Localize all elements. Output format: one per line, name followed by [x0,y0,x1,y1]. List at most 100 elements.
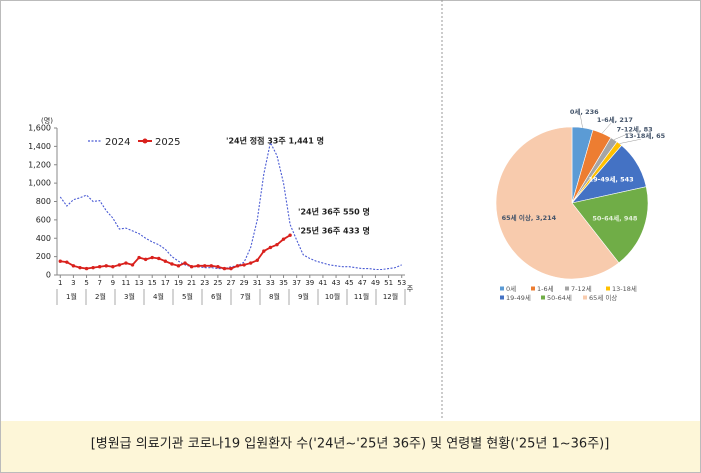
x-unit: 주 [407,285,414,293]
x-tick-label: 53 [397,279,406,287]
x-tick-label: 31 [253,279,262,287]
slice-label: 1-6세, 217 [597,115,633,124]
point [111,265,115,269]
point [288,233,292,237]
legend-label: 50-64세 [547,293,572,302]
point [163,259,168,263]
x-tick-label: 9 [111,279,115,287]
x-tick-label: 1 [58,279,62,287]
month-label: 3월 [124,292,135,301]
point [150,255,154,260]
slice-label: 0세, 236 [570,107,599,116]
caption-band [1,421,700,472]
point [97,265,102,269]
point [104,264,108,268]
month-label: 2월 [95,292,106,301]
point [275,242,279,247]
point [71,264,76,268]
point [248,261,253,265]
x-tick-label: 7 [97,279,101,287]
legend-marker [142,138,148,144]
x-tick-label: 49 [371,279,380,287]
point [65,260,69,264]
point [189,265,194,269]
pie-slice [495,126,620,280]
point [209,264,214,268]
point [262,249,266,253]
month-label: 4월 [153,292,164,301]
point [78,265,82,270]
point [229,266,233,271]
legend-label: 13-18세 [612,284,637,293]
y-tick-label: 1,400 [28,142,51,151]
legend-label: 19-49세 [506,293,531,302]
point [143,257,148,262]
month-label: 12월 [383,292,398,301]
month-label: 9월 [298,292,309,301]
annotation: '24년 36주 550 명 [298,207,370,217]
point [176,264,181,268]
y-tick-label: 600 [36,215,51,224]
y-unit: (명) [41,116,53,125]
point [117,263,122,267]
x-tick-label: 13 [135,279,144,287]
legend-label: 65세 이상 [589,293,617,302]
month-label: 6월 [211,292,222,301]
legend-label: 1-6세 [537,284,554,293]
point [157,256,161,261]
month-label: 11월 [354,292,369,301]
x-tick-label: 3 [71,279,75,287]
annotation: '24년 정점 33주 1,441 명 [226,136,324,146]
legend-swatch [541,295,545,300]
legend-swatch [500,286,504,291]
leader-line [619,138,641,144]
x-tick-label: 27 [227,279,236,287]
y-tick-label: 800 [36,197,51,206]
point [58,259,62,263]
legend-label: 2025 [155,137,180,148]
x-tick-label: 41 [318,279,327,287]
leader-line [580,114,583,128]
x-tick-label: 17 [161,279,170,287]
point [203,264,207,268]
month-label: 7월 [240,292,251,301]
x-tick-label: 29 [240,279,249,287]
point [130,263,135,267]
y-tick-label: 1,600 [28,124,51,133]
x-tick-label: 35 [279,279,288,287]
x-tick-label: 33 [266,279,275,287]
x-tick-label: 15 [148,279,157,287]
y-tick-label: 200 [36,252,51,261]
pie-slice [571,186,649,264]
point [183,261,187,265]
point [242,263,246,267]
slice-label: 13-18세, 65 [625,131,666,140]
y-tick-label: 400 [36,234,51,243]
point [84,266,89,271]
point [255,258,259,262]
legend-label: 0세 [506,284,516,293]
leader-line [613,132,631,140]
annotation: '25년 36주 433 명 [298,226,370,236]
month-label: 8월 [269,292,280,301]
x-tick-label: 43 [332,279,341,287]
point [196,264,200,268]
point [91,265,95,270]
x-tick-label: 23 [200,279,209,287]
caption: [병원급 의료기관 코로나19 입원환자 수('24년~'25년 36주) 및 … [91,437,610,452]
x-tick-label: 25 [213,279,222,287]
point [216,265,220,269]
slice-label: 19-49세, 543 [589,175,634,184]
leader-line [601,123,612,134]
point [124,261,128,265]
legend-swatch [531,286,535,291]
point [235,264,240,268]
x-tick-label: 21 [187,279,196,287]
legend-swatch [606,286,610,291]
slice-label: 50-64세, 948 [592,213,638,222]
legend-swatch [583,295,587,300]
point [268,245,273,250]
month-label: 1월 [66,292,77,301]
month-label: 5월 [182,292,193,301]
legend-label: 7-12세 [571,284,592,293]
